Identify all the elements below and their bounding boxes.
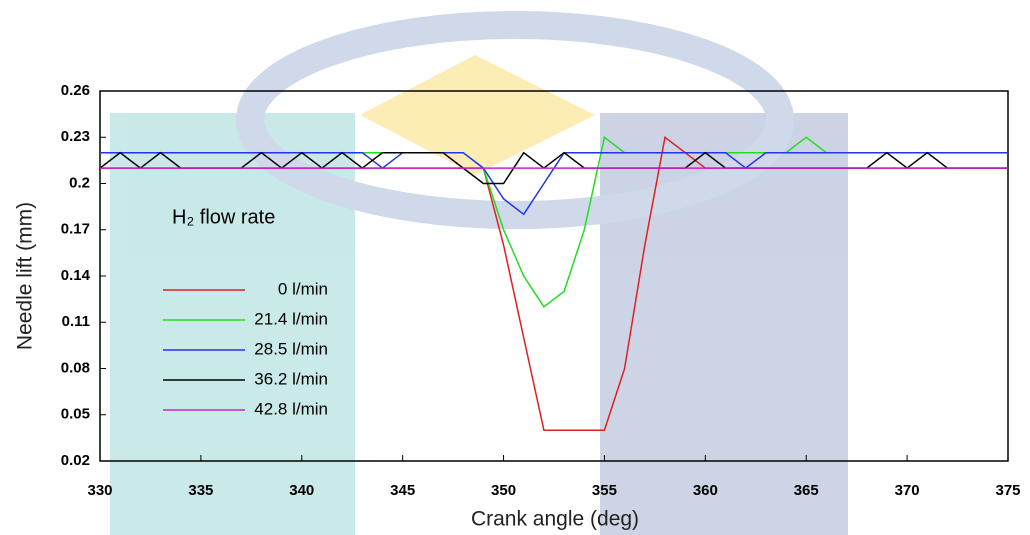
y-tick-label: 0.14 (61, 267, 91, 284)
x-tick-label: 330 (87, 482, 112, 499)
x-tick-label: 335 (188, 482, 213, 499)
y-tick-label: 0.05 (61, 406, 90, 423)
x-tick-label: 360 (693, 482, 718, 499)
y-tick-label: 0.2 (69, 174, 90, 191)
legend-label: 0 l/min (278, 279, 328, 298)
y-tick-label: 0.11 (62, 313, 90, 330)
x-tick-label: 345 (390, 482, 415, 499)
watermark (110, 11, 848, 535)
y-tick-label: 0.17 (61, 221, 90, 238)
x-tick-label: 350 (491, 482, 516, 499)
y-tick-label: 0.02 (61, 452, 90, 469)
x-tick-label: 365 (794, 482, 819, 499)
legend-title: H₂ flow rate (172, 206, 275, 228)
legend-label: 36.2 l/min (254, 369, 328, 388)
legend-label: 42.8 l/min (254, 399, 328, 418)
y-tick-label: 0.26 (61, 82, 90, 99)
x-tick-label: 370 (895, 482, 920, 499)
x-tick-label: 375 (995, 482, 1020, 499)
x-tick-label: 340 (289, 482, 314, 499)
y-axis-label: Needle lift (mm) (14, 202, 37, 350)
legend-label: 21.4 l/min (254, 309, 328, 328)
x-tick-label: 355 (592, 482, 617, 499)
y-tick-label: 0.23 (61, 128, 90, 145)
legend-label: 28.5 l/min (254, 339, 328, 358)
x-axis-label: Crank angle (deg) (471, 508, 639, 531)
y-tick-label: 0.08 (61, 359, 90, 376)
